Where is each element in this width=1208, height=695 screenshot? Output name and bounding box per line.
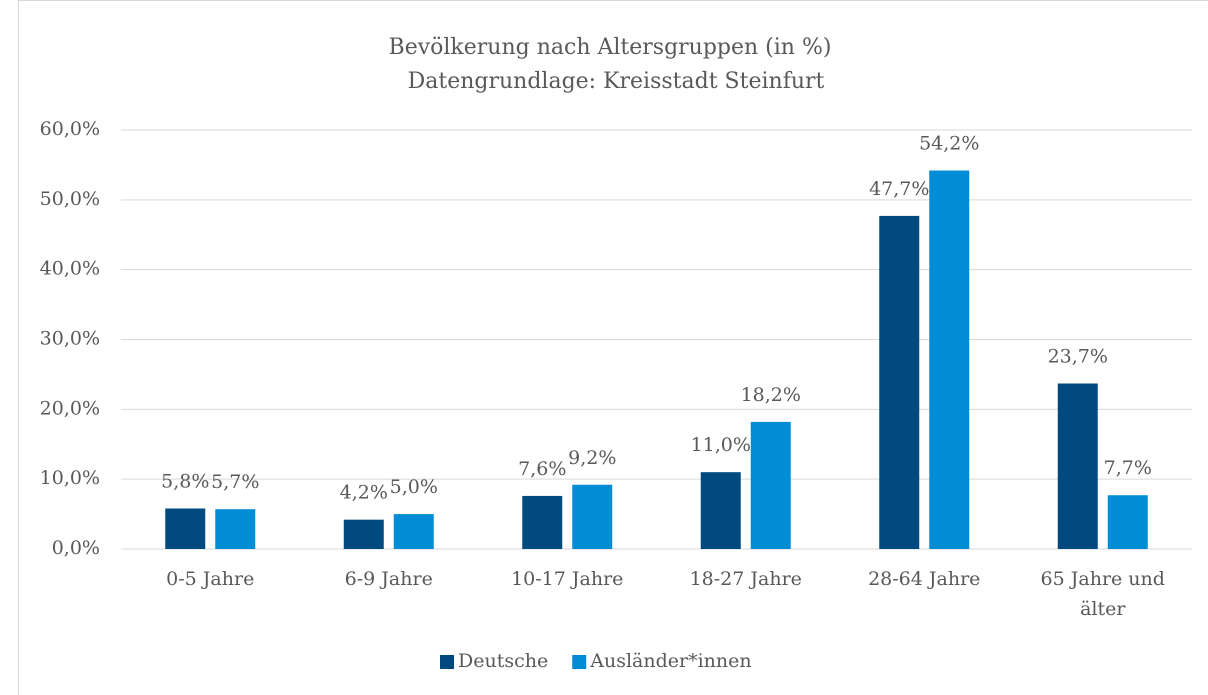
y-tick-label: 60,0%	[40, 118, 100, 140]
y-tick-label: 20,0%	[40, 397, 100, 419]
data-label: 5,7%	[211, 471, 259, 493]
bar	[1107, 495, 1148, 549]
bar	[929, 170, 970, 549]
legend-label: Deutsche	[458, 650, 548, 672]
data-label: 23,7%	[1048, 345, 1108, 367]
data-label: 5,0%	[390, 476, 438, 498]
legend-label: Ausländer*innen	[589, 650, 751, 672]
chart-frame	[18, 0, 1208, 695]
y-tick-label: 10,0%	[40, 467, 100, 489]
data-label: 9,2%	[568, 447, 616, 469]
data-label: 7,6%	[518, 458, 566, 480]
bar	[393, 514, 434, 549]
bar	[1057, 383, 1098, 549]
bar	[879, 215, 920, 549]
bar	[750, 421, 791, 549]
bar	[522, 495, 563, 549]
data-label: 18,2%	[741, 384, 801, 406]
legend-swatch	[572, 655, 587, 669]
y-tick-label: 0,0%	[52, 537, 100, 559]
data-label: 5,8%	[161, 470, 209, 492]
x-tick-label: 6-9 Jahre	[345, 568, 433, 590]
x-tick-label: 18-27 Jahre	[690, 568, 802, 590]
bar	[700, 472, 741, 549]
chart-subtitle: Datengrundlage: Kreisstadt Steinfurt	[408, 69, 825, 94]
legend-swatch	[440, 655, 454, 669]
x-tick-label: 10-17 Jahre	[511, 568, 623, 590]
data-label: 7,7%	[1104, 457, 1152, 479]
data-label: 11,0%	[691, 434, 751, 456]
y-tick-label: 50,0%	[40, 188, 100, 210]
y-tick-label: 30,0%	[40, 328, 100, 350]
bar	[165, 508, 206, 549]
x-tick-label: 28-64 Jahre	[868, 568, 980, 590]
bar	[572, 484, 613, 549]
x-tick-label: 0-5 Jahre	[166, 568, 254, 590]
bar	[343, 519, 384, 549]
data-label: 54,2%	[919, 133, 979, 155]
chart-title: Bevölkerung nach Altersgruppen (in %)	[389, 35, 832, 60]
data-label: 4,2%	[340, 482, 388, 504]
data-label: 47,7%	[869, 178, 929, 200]
y-tick-label: 40,0%	[40, 258, 100, 280]
x-tick-label: 65 Jahre und älter	[1041, 568, 1165, 620]
bar	[215, 509, 256, 549]
